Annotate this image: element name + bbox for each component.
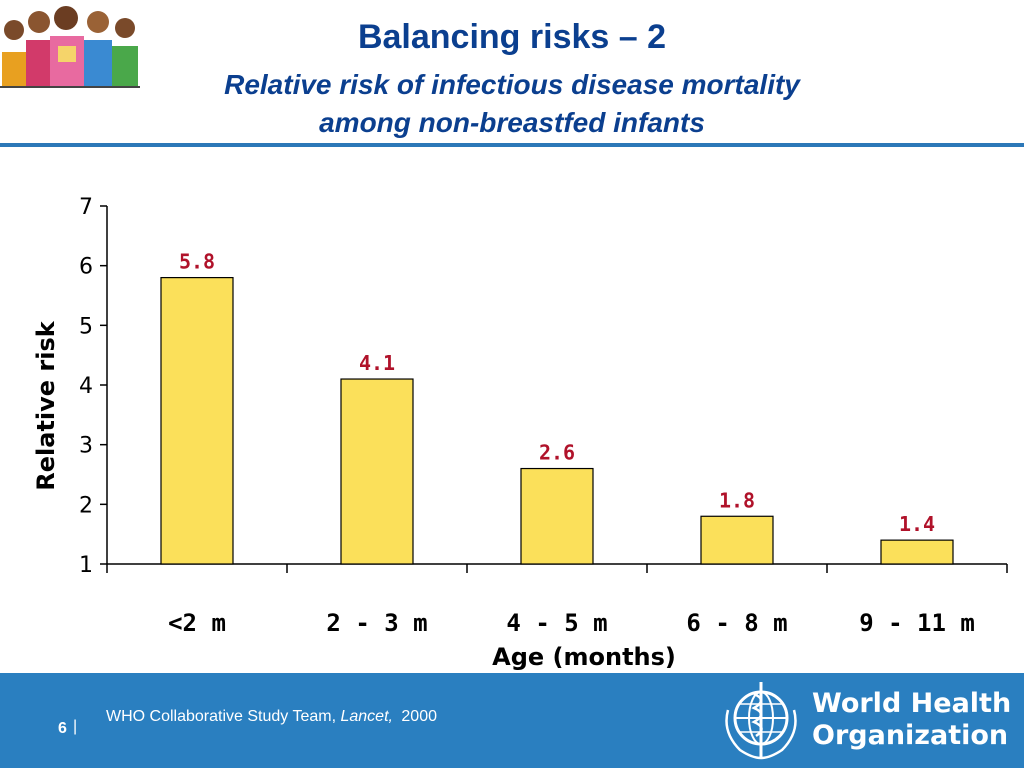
who-emblem-icon bbox=[725, 682, 797, 760]
y-tick-label: 7 bbox=[79, 195, 93, 220]
x-tick-label: 9 - 11 m bbox=[859, 609, 975, 637]
bar bbox=[700, 515, 774, 565]
x-tick-label: 4 - 5 m bbox=[506, 609, 607, 637]
citation-year: 2000 bbox=[401, 708, 437, 725]
x-tick-label: <2 m bbox=[168, 609, 226, 637]
slide-subtitle-line1: Relative risk of infectious disease mort… bbox=[224, 69, 800, 100]
y-tick-label: 5 bbox=[79, 314, 93, 339]
bar bbox=[880, 539, 954, 565]
bar-value-label: 2.6 bbox=[539, 441, 575, 465]
y-axis: 1 2 3 4 5 6 7 bbox=[79, 195, 108, 578]
family-illustration-icon bbox=[0, 0, 140, 90]
slide-header: Balancing risks – 2 Relative risk of inf… bbox=[0, 0, 1024, 150]
citation-author: WHO Collaborative Study Team, bbox=[106, 708, 341, 725]
citation-journal: Lancet, bbox=[340, 708, 393, 725]
slide-title: Balancing risks – 2 bbox=[357, 18, 667, 56]
data-labels: 5.8 4.1 2.6 1.8 1.4 bbox=[179, 250, 935, 537]
y-tick-label: 4 bbox=[79, 374, 93, 399]
x-tick-label: 2 - 3 m bbox=[326, 609, 427, 637]
y-tick-label: 6 bbox=[79, 255, 93, 280]
bar bbox=[340, 378, 414, 565]
bar-value-label: 1.4 bbox=[899, 512, 935, 536]
citation: WHO Collaborative Study Team, Lancet, 20… bbox=[106, 708, 437, 726]
relative-risk-bar-chart: 1 2 3 4 5 6 7 <2 m 2 - 3 m 4 - 5 m 6 - 8 m 9 - 11 … bbox=[32, 195, 1008, 670]
bar-value-label: 5.8 bbox=[179, 250, 215, 274]
y-tick-label: 2 bbox=[79, 493, 93, 518]
org-name-line1: World Health bbox=[812, 688, 1012, 719]
bar-series bbox=[160, 276, 954, 565]
x-axis-label: Age (months) bbox=[492, 643, 676, 670]
who-wordmark: World Health Organization bbox=[812, 688, 1011, 752]
bar-value-label: 1.8 bbox=[719, 488, 755, 512]
x-tick-label: 6 - 8 m bbox=[686, 609, 787, 637]
page-separator: | bbox=[73, 718, 78, 735]
y-axis-label: Relative risk bbox=[32, 320, 60, 491]
slide-footer bbox=[0, 673, 1024, 768]
header-divider bbox=[0, 143, 1024, 147]
bar bbox=[160, 276, 234, 565]
y-tick-label: 3 bbox=[79, 434, 93, 459]
org-name-line2: Organization bbox=[812, 720, 1009, 751]
y-tick-label: 1 bbox=[79, 553, 93, 578]
page-number: 6 bbox=[58, 720, 67, 737]
bar-value-label: 4.1 bbox=[359, 351, 395, 375]
bar bbox=[520, 467, 594, 565]
slide-subtitle-line2: among non-breastfed infants bbox=[319, 107, 705, 138]
x-axis: <2 m 2 - 3 m 4 - 5 m 6 - 8 m 9 - 11 m bbox=[106, 563, 1008, 637]
